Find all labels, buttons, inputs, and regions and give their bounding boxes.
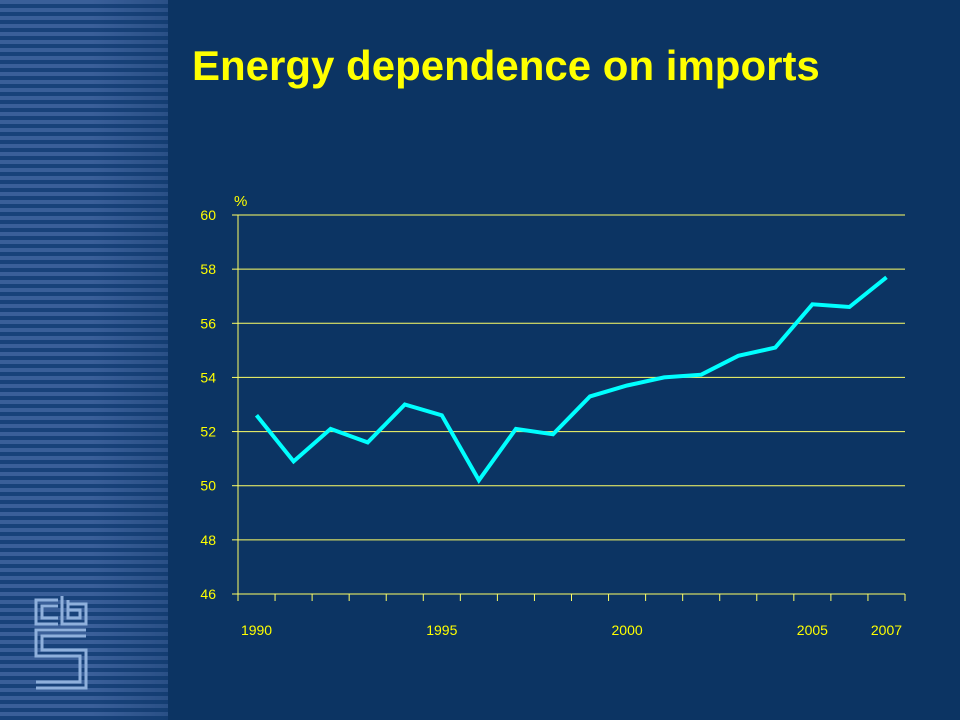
y-tick-label: 54	[200, 369, 216, 385]
y-tick-label: 52	[200, 424, 216, 440]
y-tick-label: 60	[200, 207, 216, 223]
y-tick-label: 56	[200, 315, 216, 331]
series-line	[254, 275, 888, 484]
y-tick-label: 50	[200, 478, 216, 494]
decorative-stripe-panel	[0, 0, 168, 720]
y-tick-label: 58	[200, 261, 216, 277]
y-tick-label: 48	[200, 532, 216, 548]
x-tick-label: 2007	[871, 622, 902, 638]
page-title: Energy dependence on imports	[192, 42, 820, 89]
y-tick-label: 46	[200, 586, 216, 602]
x-tick-label: 2000	[612, 622, 643, 638]
x-tick-label: 2005	[797, 622, 828, 638]
y-axis-label: %	[234, 193, 247, 210]
cbs-logo-icon	[34, 596, 88, 690]
x-tick-label: 1990	[241, 622, 272, 638]
x-tick-label: 1995	[426, 622, 457, 638]
